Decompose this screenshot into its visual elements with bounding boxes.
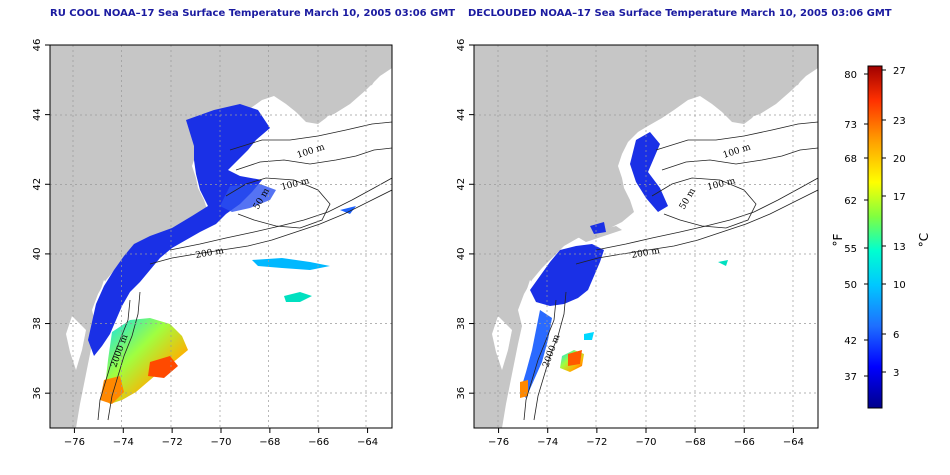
- lat-tick-label: 36: [456, 387, 467, 400]
- lon-tick-label: −72: [162, 437, 183, 448]
- colorbar-c-tick-label: 20: [893, 154, 906, 165]
- colorbar-f-tick-label: 80: [844, 70, 857, 81]
- lon-tick-label: −74: [537, 437, 558, 448]
- right-contour-label: 200 m: [631, 246, 661, 261]
- colorbar-f-tick-label: 62: [844, 196, 857, 207]
- left-map-sst-streak: [252, 258, 330, 270]
- lon-tick-label: −76: [64, 437, 85, 448]
- left-contour-label: 200 m: [195, 246, 225, 261]
- right-map-sst-fleck: [590, 222, 606, 234]
- lat-tick-label: 38: [32, 317, 43, 330]
- lat-tick-label: 44: [456, 108, 467, 121]
- left-map-sst-streak-2: [284, 292, 312, 302]
- right-map-sst-cold-fill: [530, 244, 604, 306]
- lon-tick-label: −70: [635, 437, 656, 448]
- lon-tick-label: −76: [488, 437, 509, 448]
- lon-tick-label: −66: [308, 437, 329, 448]
- lon-tick-label: −74: [113, 437, 134, 448]
- colorbar-f-tick-label: 37: [844, 372, 857, 383]
- left-map-nova-scotia: [300, 58, 392, 120]
- right-map-title: DECLOUDED NOAA–17 Sea Surface Temperatur…: [468, 8, 892, 19]
- lat-tick-label: 42: [456, 178, 467, 191]
- colorbar-c-tick-label: 13: [893, 242, 906, 253]
- lon-tick-label: −70: [210, 437, 231, 448]
- colorbar-c-tick-label: 10: [893, 280, 906, 291]
- left-map-title: RU COOL NOAA–17 Sea Surface Temperature …: [50, 8, 456, 19]
- left-map-land: [50, 45, 392, 428]
- lat-tick-label: 40: [456, 248, 467, 261]
- colorbar-fahrenheit-label: °F: [831, 233, 845, 246]
- colorbar-c-tick-label: 3: [893, 368, 899, 379]
- right-map-sst-hot-spot-2: [520, 380, 528, 398]
- left-map-sst-hot-spot: [148, 356, 178, 378]
- colorbar-c-tick-label: 17: [893, 192, 906, 203]
- lat-tick-label: 42: [32, 178, 43, 191]
- colorbar: 80 73 68 62 55 50 42 37 27 23 20 17 13 10 6 3 °F °C: [831, 65, 931, 409]
- lon-tick-label: −68: [685, 437, 706, 448]
- left-map-sst-fleck: [340, 206, 356, 214]
- lon-tick-label: −66: [734, 437, 755, 448]
- lat-tick-label: 46: [32, 39, 43, 52]
- colorbar-c-tick-label: 23: [893, 116, 906, 127]
- colorbar-celsius-label: °C: [917, 233, 931, 247]
- right-map-sst-shelf-strip: [520, 310, 552, 398]
- colorbar-ticks: 80 73 68 62 55 50 42 37 27 23 20 17 13 10 6 3: [844, 66, 905, 383]
- lon-tick-label: −68: [259, 437, 280, 448]
- lat-tick-label: 46: [456, 39, 467, 52]
- left-map-chesapeake: [66, 316, 86, 370]
- colorbar-f-tick-label: 68: [844, 154, 857, 165]
- colorbar-f-tick-label: 42: [844, 336, 857, 347]
- lat-tick-label: 38: [456, 317, 467, 330]
- lon-tick-label: −72: [586, 437, 607, 448]
- right-map-nova-scotia: [726, 58, 818, 120]
- axes-layer: −76 −74 −72 −70 −68 −66 −64 36 38 40 42 44 46 −76 −74 −…: [32, 39, 804, 448]
- colorbar-gradient: [867, 65, 883, 409]
- colorbar-f-tick-label: 50: [844, 280, 857, 291]
- lon-tick-label: −64: [357, 437, 378, 448]
- right-map-long-island: [576, 226, 622, 242]
- left-map-grid: [50, 45, 392, 428]
- right-map-panel: 100 m 100 m 50 m 200 m 2000 m: [473, 44, 819, 429]
- right-map-sst-fleck-3: [718, 260, 728, 266]
- lat-tick-label: 36: [32, 387, 43, 400]
- lat-tick-label: 40: [32, 248, 43, 261]
- left-map-sst-cold-fill: [88, 104, 270, 356]
- lon-tick-label: −64: [783, 437, 804, 448]
- right-map-grid: [474, 45, 818, 428]
- left-map-bathymetry: [97, 121, 392, 421]
- left-map-sst-hot-spot-2: [100, 376, 124, 404]
- colorbar-c-tick-label: 6: [893, 330, 899, 341]
- right-map-sst-fleck-2: [584, 332, 594, 340]
- right-map-chesapeake: [492, 316, 512, 370]
- right-map-sst-hot-spot: [568, 350, 582, 366]
- right-map-land: [474, 45, 818, 428]
- left-map-panel: 100 m 100 m 50 m 200 m 2000 m: [49, 44, 393, 429]
- colorbar-f-tick-label: 73: [844, 120, 857, 131]
- colorbar-f-tick-label: 55: [844, 244, 857, 255]
- left-map-sst-warm-fill: [102, 318, 188, 404]
- colorbar-c-tick-label: 27: [893, 66, 906, 77]
- lat-tick-label: 44: [32, 108, 43, 121]
- right-map-bathymetry: [523, 121, 818, 421]
